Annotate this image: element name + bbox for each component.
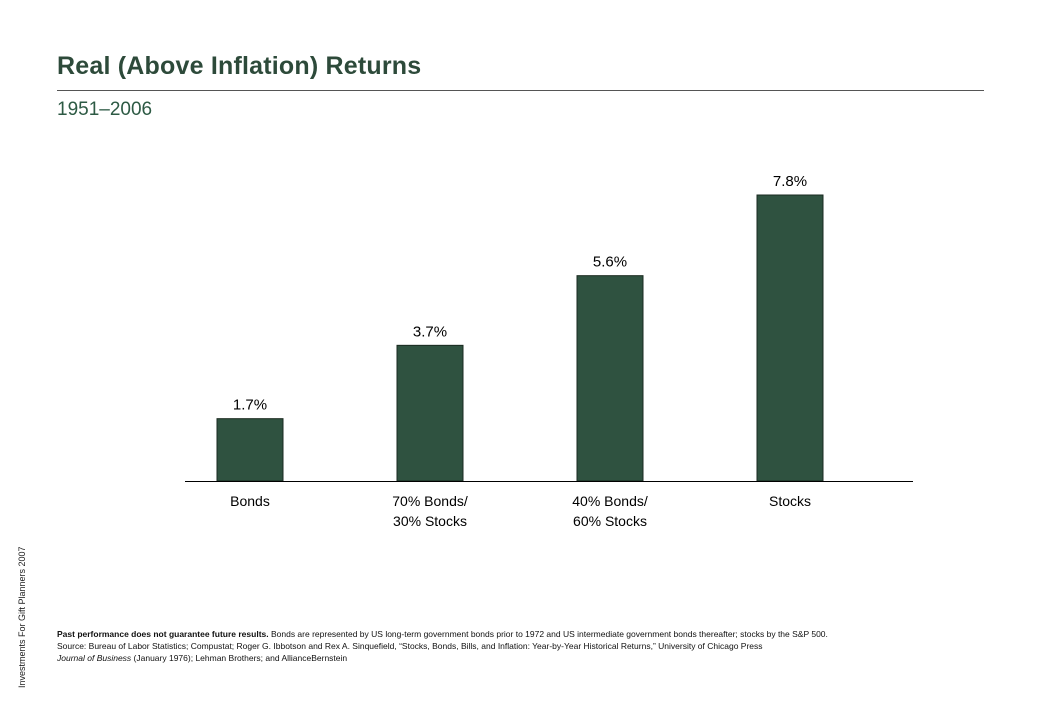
category-label-2-line-1: 60% Stocks (573, 513, 647, 529)
footnote-bold-lead: Past performance does not guarantee futu… (57, 629, 269, 639)
data-label-0: 1.7% (233, 397, 267, 414)
category-label-2-line-0: 40% Bonds/ (572, 493, 648, 509)
category-label-1-line-0: 70% Bonds/ (392, 493, 468, 509)
footnote-disclaimer-text: Bonds are represented by US long-term go… (268, 629, 828, 639)
bar-2 (576, 275, 644, 482)
category-label-0-line-0: Bonds (230, 493, 270, 509)
category-label-1-line-1: 30% Stocks (393, 513, 467, 529)
footnote-source: Source: Bureau of Labor Statistics; Comp… (57, 641, 763, 651)
page-title: Real (Above Inflation) Returns (57, 52, 422, 80)
footnote-journal-rest: (January 1976); Lehman Brothers; and All… (131, 653, 348, 663)
footnote: Past performance does not guarantee futu… (57, 628, 987, 664)
bar-0 (216, 418, 284, 482)
data-label-3: 7.8% (773, 173, 807, 190)
category-label-3-line-0: Stocks (769, 493, 811, 509)
data-label-2: 5.6% (593, 254, 627, 271)
footnote-disclaimer: Past performance does not guarantee futu… (57, 628, 987, 640)
footnote-journal: Journal of Business (January 1976); Lehm… (57, 652, 987, 664)
footnote-journal-title: Journal of Business (57, 653, 132, 663)
bar-chart: 1.7% Bonds 3.7% 70% Bonds/30% Stocks 5.6% 40%… (185, 173, 913, 529)
title-divider (57, 90, 984, 91)
page-subtitle: 1951–2006 (57, 99, 153, 120)
data-label-1: 3.7% (413, 323, 447, 340)
bar-1 (396, 344, 464, 482)
bar-3 (756, 194, 824, 482)
